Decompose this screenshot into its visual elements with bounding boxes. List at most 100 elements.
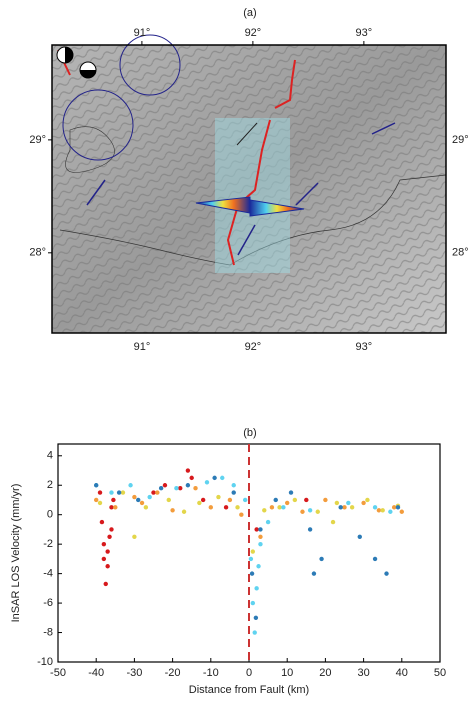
data-point [307,508,313,513]
data-point [116,490,122,495]
data-point [162,483,168,488]
y-axis-label: InSAR LOS Velocity (mm/yr) [10,484,22,623]
data-point [281,505,286,510]
y-tick-label: 2 [47,479,53,491]
data-point [97,490,103,495]
data-point [235,505,240,510]
data-point [94,483,99,488]
x-tick-label: 40 [396,667,408,679]
data-point [101,541,107,547]
data-point [204,480,210,485]
data-point [315,509,320,514]
data-point [262,508,267,513]
data-point [143,505,149,510]
y-tick-label: 29° [29,134,46,146]
data-point [216,494,221,500]
data-point [197,500,202,506]
data-point [288,490,294,495]
data-point [285,500,290,506]
data-point [132,534,137,539]
data-point [334,500,340,506]
data-point [380,508,385,513]
y-tick-label: 0 [47,509,53,521]
data-point [97,500,103,506]
data-point [139,500,145,506]
data-point [248,556,254,562]
data-point [258,534,263,539]
y-tick-label: -2 [43,538,53,550]
data-point [277,505,282,510]
y-tick-label: -6 [43,597,53,609]
data-point [151,490,156,495]
data-point [185,483,191,488]
y-tick-label: -10 [37,656,53,668]
data-point [132,494,137,500]
data-point [346,500,351,506]
data-point [338,505,343,510]
data-point [105,549,110,554]
x-tick-label: -30 [126,667,142,679]
data-point [384,571,389,576]
data-point [249,571,255,576]
data-point [147,494,152,500]
x-tick-label: 50 [434,667,446,679]
x-tick-label: 91° [134,27,151,39]
data-point [94,497,99,503]
x-tick-label: -50 [50,667,66,679]
data-point [265,519,271,525]
data-point [220,475,225,481]
data-point [323,497,328,503]
data-point [252,630,257,635]
data-point [342,505,347,510]
data-point [269,505,275,510]
data-point [304,497,309,503]
data-point [170,508,175,513]
data-point [365,497,370,503]
data-point [231,490,236,495]
y-tick-label: 28° [29,247,46,259]
data-point [109,527,114,532]
data-point [292,497,298,503]
x-tick-label: -20 [165,667,181,679]
data-point [200,497,206,503]
y-tick-label: -4 [43,568,53,580]
data-point [107,534,112,539]
data-point [208,505,213,510]
x-tick-label: 93° [356,341,373,353]
y-tick-label: -8 [43,626,53,638]
data-point [158,485,164,491]
data-point [256,564,261,569]
map-background [52,34,447,333]
data-point [105,564,110,569]
data-point [223,505,229,510]
map-title: (a) [243,7,256,19]
data-point [388,509,393,514]
data-point [109,490,114,495]
data-point [239,512,244,517]
data-point [250,549,256,554]
x-tick-label: 92° [245,341,262,353]
data-point [395,505,401,510]
x-axis-label: Distance from Fault (km) [189,684,309,696]
y-tick-label: 28° [452,247,469,259]
data-point [155,490,160,495]
data-point [99,519,105,525]
data-point [193,485,198,491]
data-point [242,497,248,503]
data-point [185,468,191,473]
x-tick-label: 30 [357,667,369,679]
data-point [212,475,217,481]
data-point [111,497,116,503]
x-tick-label: 10 [281,667,293,679]
data-point [349,505,355,510]
data-point [166,497,171,503]
data-point [128,483,133,488]
data-point [372,505,378,510]
data-point [311,571,317,576]
data-point [231,483,236,488]
data-point [253,615,259,621]
data-point [300,509,305,514]
x-tick-label: -40 [88,667,104,679]
data-point [330,519,336,525]
